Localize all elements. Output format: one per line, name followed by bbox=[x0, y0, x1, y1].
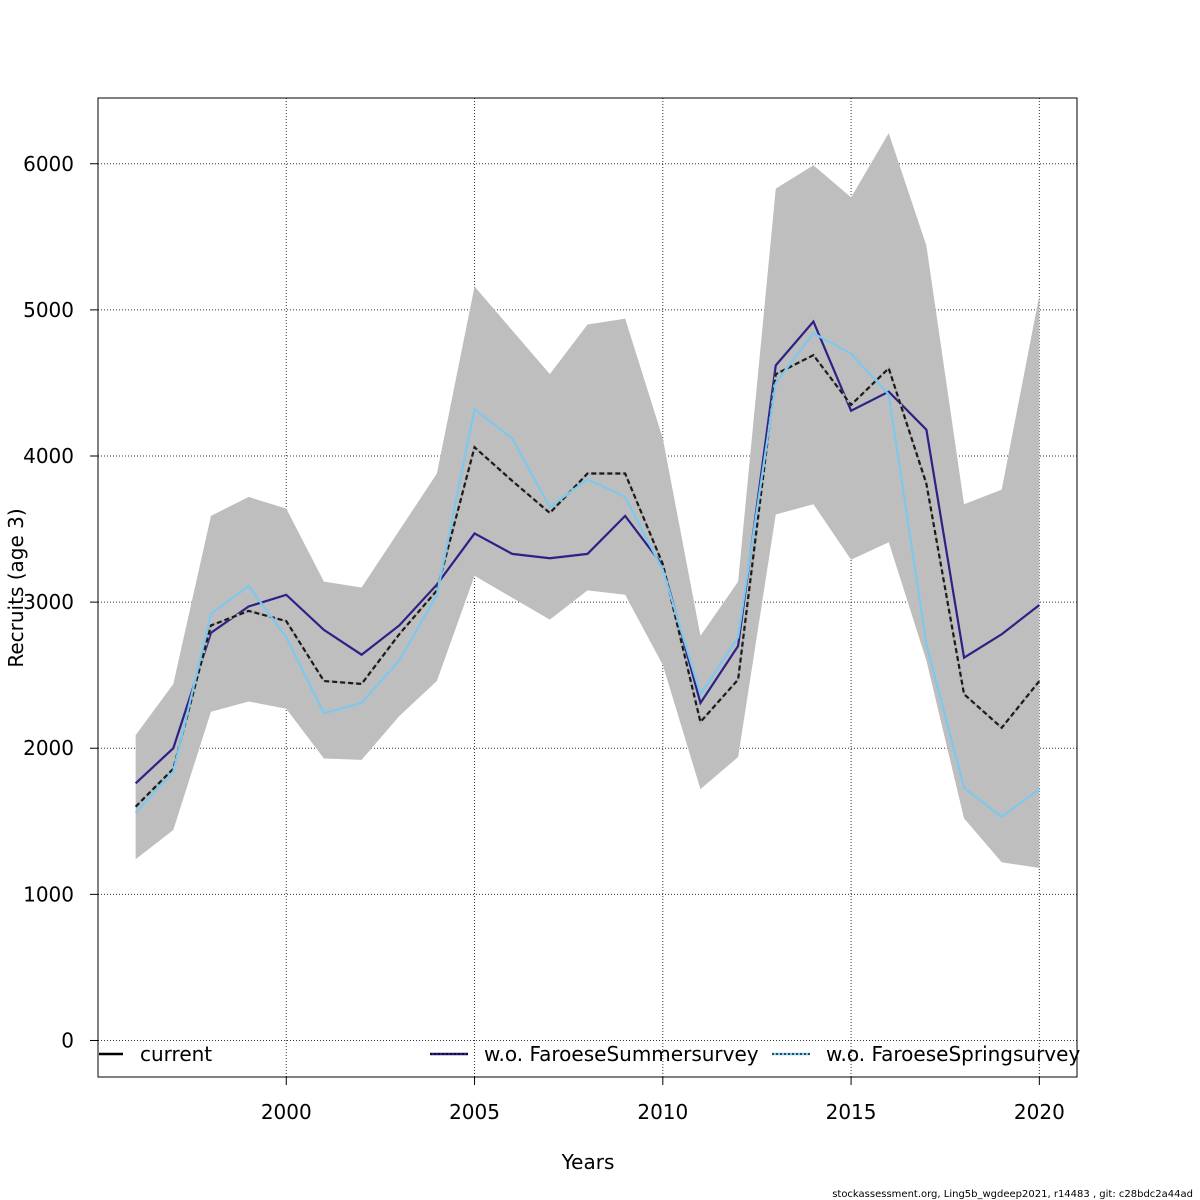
x-tick-label-2000: 2000 bbox=[261, 1100, 312, 1124]
legend-current-label: current bbox=[140, 1042, 212, 1066]
current-line bbox=[134, 353, 1041, 808]
springsurvey-line bbox=[134, 331, 1040, 819]
y-tick-label-1000: 1000 bbox=[23, 882, 74, 906]
y-tick-label-3000: 3000 bbox=[23, 590, 74, 614]
footer-text: stockassessment.org, Ling5b_wgdeep2021, … bbox=[832, 1189, 1193, 1200]
y-tick-label-0: 0 bbox=[61, 1028, 74, 1052]
x-tick-label-2015: 2015 bbox=[826, 1100, 877, 1124]
series-lines bbox=[134, 319, 1041, 819]
legend: current w.o. FaroeseSummersurvey w.o. Faro… bbox=[99, 1042, 1080, 1066]
x-tick-label-2010: 2010 bbox=[637, 1100, 688, 1124]
y-axis: 0 1000 2000 3000 4000 5000 6000 bbox=[23, 152, 99, 1052]
x-axis: 2000 2005 2010 2015 2020 bbox=[261, 1076, 1065, 1124]
x-axis-title: Years bbox=[561, 1150, 615, 1174]
x-tick-label-2020: 2020 bbox=[1014, 1100, 1065, 1124]
y-tick-label-2000: 2000 bbox=[23, 736, 74, 760]
y-tick-label-6000: 6000 bbox=[23, 152, 74, 176]
legend-springsurvey-label: w.o. FaroeseSpringsurvey bbox=[826, 1042, 1080, 1066]
y-tick-label-5000: 5000 bbox=[23, 298, 74, 322]
summersurvey-line bbox=[134, 319, 1041, 785]
y-axis-title: Recruits (age 3) bbox=[4, 508, 28, 667]
y-tick-label-4000: 4000 bbox=[23, 444, 74, 468]
x-tick-label-2005: 2005 bbox=[449, 1100, 500, 1124]
legend-summersurvey-label: w.o. FaroeseSummersurvey bbox=[484, 1042, 759, 1066]
